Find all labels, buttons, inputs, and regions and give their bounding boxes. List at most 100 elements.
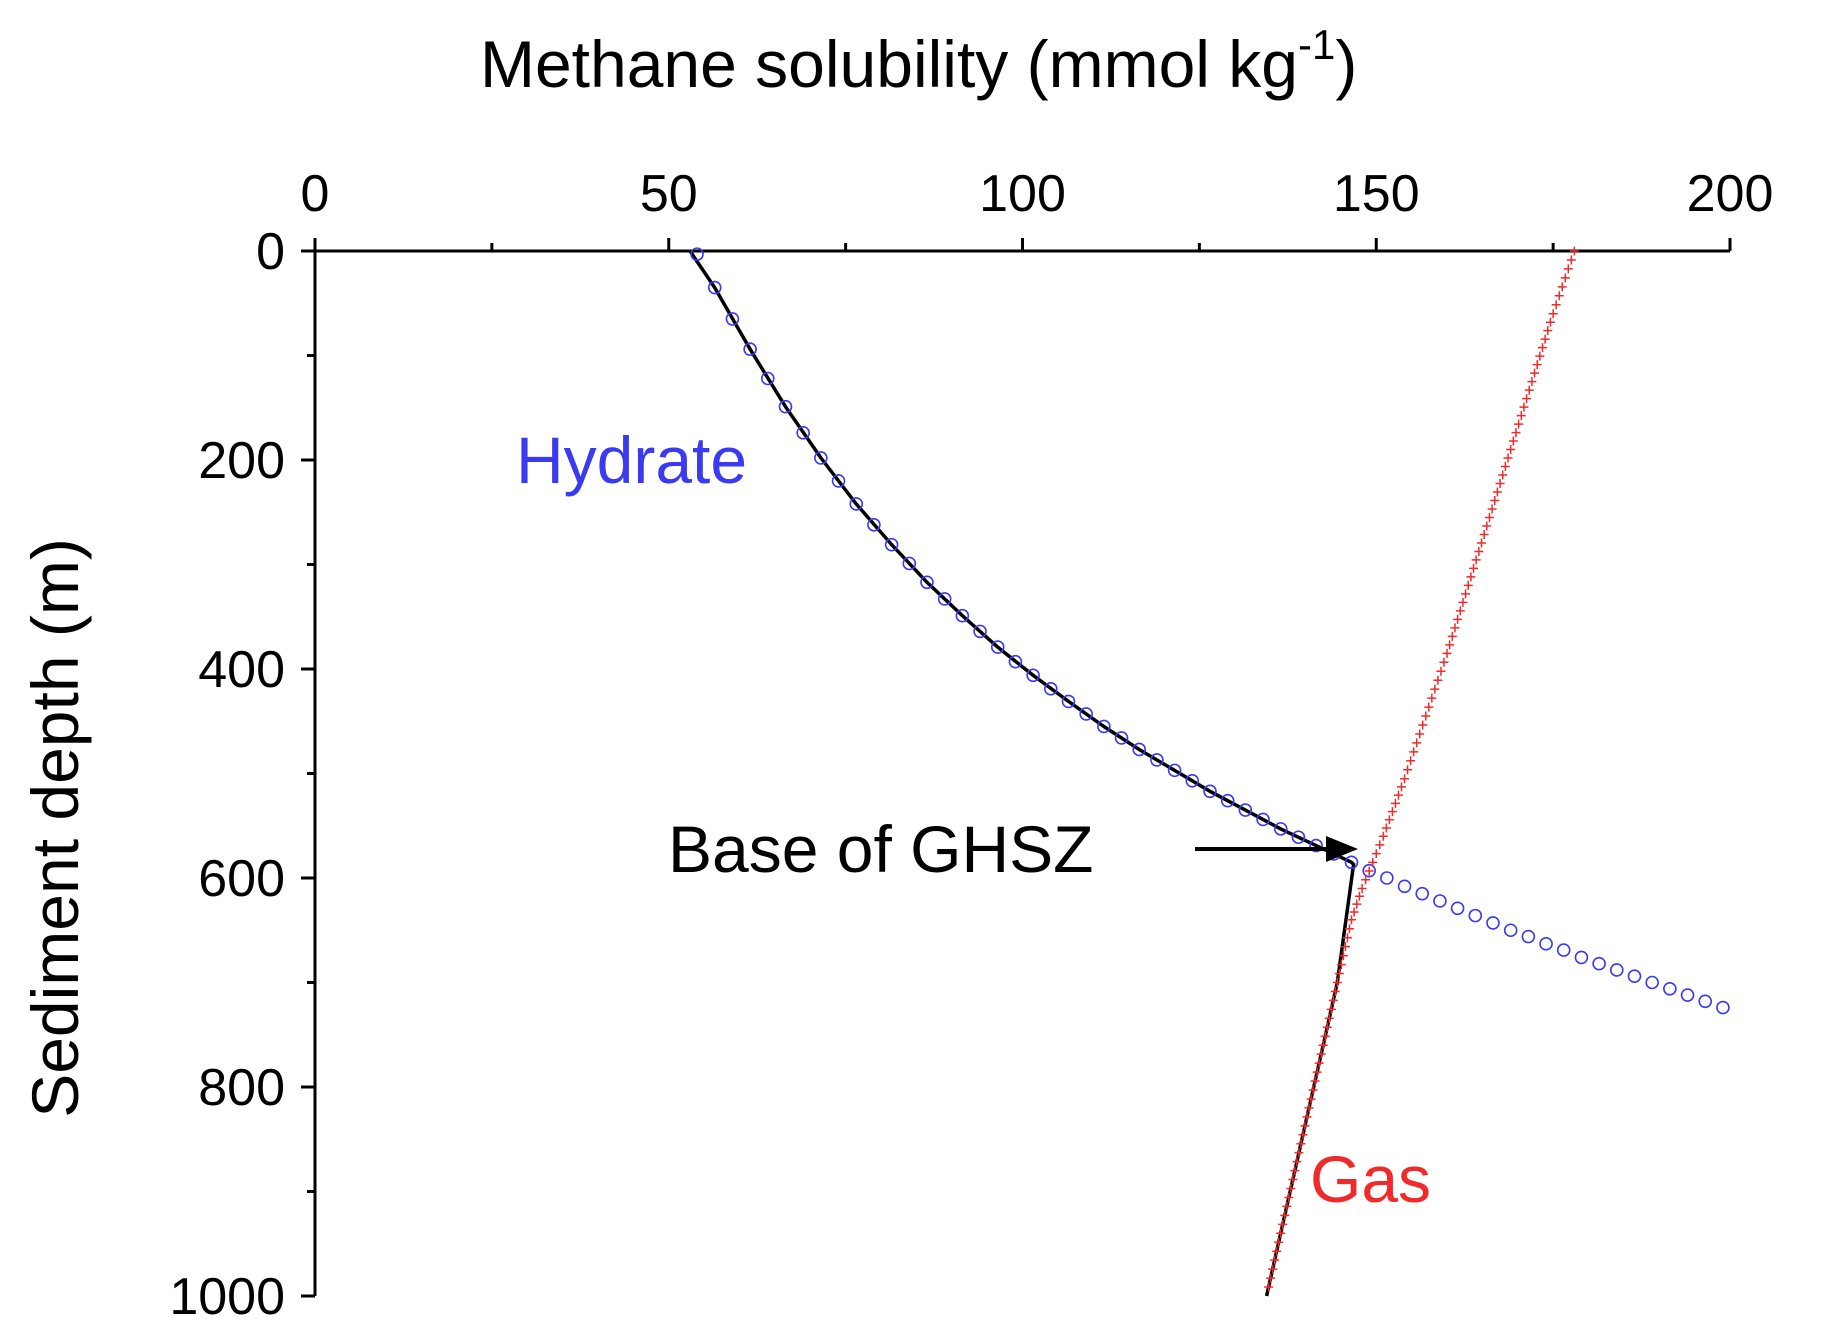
hydrate-point	[1486, 916, 1500, 930]
hydrate-point	[1238, 803, 1253, 817]
gas-point	[1433, 675, 1443, 685]
y-tick-label: 200	[198, 432, 285, 490]
gas-point	[1272, 1246, 1282, 1256]
y-tick-label: 400	[198, 641, 285, 699]
gas-point	[1540, 334, 1550, 344]
hydrate-point	[814, 451, 828, 465]
y-axis-title: Sediment depth (m)	[18, 538, 92, 1118]
gas-point	[1466, 572, 1476, 582]
gas-point	[1375, 840, 1385, 850]
hydrate-point	[1256, 812, 1270, 827]
gas-point	[1400, 774, 1410, 784]
hydrate-point	[831, 474, 846, 488]
gas-point	[1453, 614, 1463, 624]
hydrate-point	[849, 497, 864, 511]
gas-point	[1310, 1076, 1320, 1086]
gas-point	[1569, 246, 1579, 256]
gas-point	[1338, 951, 1348, 961]
hydrate-point	[1291, 830, 1306, 845]
gas-point	[1514, 419, 1524, 429]
gas-point	[1484, 512, 1494, 522]
gas-point	[1424, 702, 1434, 712]
hydrate-label: Hydrate	[516, 423, 747, 497]
gas-point	[1349, 907, 1359, 917]
gas-point	[1268, 1264, 1278, 1274]
gas-point	[1421, 711, 1431, 721]
gas-point	[1463, 580, 1473, 590]
hydrate-point	[937, 592, 952, 606]
gas-label: Gas	[1310, 1142, 1431, 1216]
gas-point	[1535, 351, 1545, 361]
gas-point	[1318, 1040, 1328, 1050]
gas-point	[1450, 623, 1460, 633]
gas-point	[1330, 986, 1340, 996]
gas-point	[1430, 684, 1440, 694]
hydrate-point	[1397, 879, 1412, 894]
x-tick-label: 100	[979, 165, 1066, 223]
gas-point	[1415, 729, 1425, 739]
gas-point	[1304, 1103, 1314, 1113]
hydrate-point	[1220, 793, 1235, 808]
gas-point	[1506, 445, 1516, 455]
gas-point	[1314, 1058, 1324, 1068]
gas-point	[1409, 747, 1419, 757]
y-tick-label: 800	[198, 1059, 285, 1117]
gas-point	[1378, 831, 1388, 841]
gas-point	[1280, 1210, 1290, 1220]
ghsz-arrowhead	[1326, 836, 1358, 862]
hydrate-point	[1627, 969, 1642, 984]
y-tick-label: 600	[198, 850, 285, 908]
gas-point	[1563, 264, 1573, 274]
hydrate-point	[1645, 975, 1659, 990]
hydrate-point	[1114, 731, 1129, 745]
hydrate-point	[1716, 1000, 1730, 1015]
gas-point	[1264, 1282, 1274, 1292]
gas-point	[1560, 273, 1570, 283]
gas-point	[1455, 606, 1465, 616]
gas-point	[1543, 326, 1553, 336]
hydrate-point	[1468, 908, 1483, 923]
gas-point	[1516, 411, 1526, 421]
gas-point	[1447, 631, 1457, 641]
y-tick-label: 0	[256, 223, 285, 281]
gas-point	[1302, 1112, 1312, 1122]
hydrate-point	[796, 426, 810, 440]
gas-point	[1308, 1085, 1318, 1095]
hydrate-point	[1433, 894, 1447, 908]
hydrate-point	[867, 517, 881, 532]
gas-point	[1336, 960, 1346, 970]
gas-point	[1322, 1022, 1332, 1032]
gas-point	[1498, 470, 1508, 480]
gas-point	[1471, 555, 1481, 565]
gas-point	[1545, 317, 1555, 327]
gas-point	[1316, 1049, 1326, 1059]
hydrate-point	[1380, 871, 1394, 885]
x-tick-label: 0	[301, 165, 330, 223]
hydrate-point	[778, 399, 793, 414]
hydrate-point	[690, 247, 704, 261]
hydrate-point	[1044, 682, 1058, 696]
x-tick-label: 150	[1333, 165, 1420, 223]
hydrate-point	[1698, 994, 1713, 1009]
hydrate-point	[973, 624, 987, 639]
gas-point	[1296, 1139, 1306, 1149]
hydrate-point	[725, 312, 740, 326]
x-axis-title-end: )	[1335, 27, 1357, 101]
hydrate-point	[1450, 901, 1465, 916]
gas-point	[1406, 756, 1416, 766]
gas-point	[1312, 1067, 1322, 1077]
gas-point	[1524, 385, 1534, 395]
gas-point	[1361, 875, 1371, 885]
hydrate-point	[1167, 763, 1182, 778]
gas-point	[1487, 504, 1497, 514]
gas-point	[1532, 360, 1542, 370]
hydrate-point	[955, 608, 970, 623]
gas-point	[1326, 1004, 1336, 1014]
hydrate-point	[1185, 774, 1200, 788]
gas-point	[1290, 1166, 1300, 1176]
gas-point	[1397, 782, 1407, 792]
gas-point	[1357, 883, 1367, 893]
gas-point	[1328, 995, 1338, 1005]
gas-point	[1519, 402, 1529, 412]
